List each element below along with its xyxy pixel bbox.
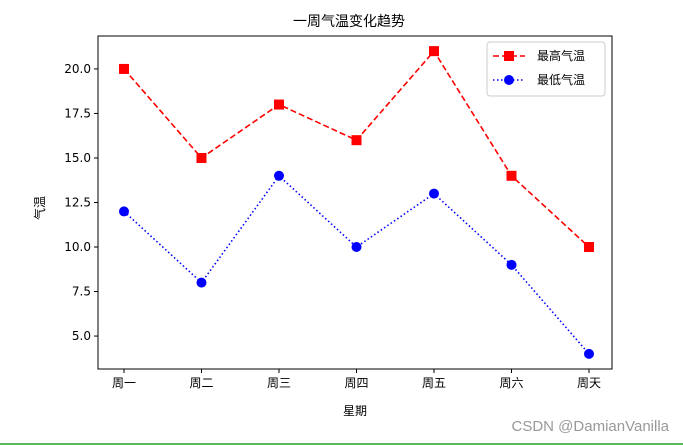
- y-tick-label: 17.5: [64, 106, 91, 120]
- series-line: [123, 174, 590, 355]
- bottom-rule: [0, 443, 683, 445]
- data-point: [351, 242, 362, 253]
- legend-item: 最低气温: [493, 72, 585, 87]
- y-tick-label: 5.0: [72, 329, 91, 343]
- data-point: [429, 46, 439, 57]
- data-point: [196, 152, 207, 163]
- data-point: [506, 170, 517, 181]
- data-point: [274, 99, 284, 110]
- legend-label: 最低气温: [537, 72, 585, 87]
- data-point: [584, 242, 594, 253]
- y-tick-label: 10.0: [64, 240, 91, 254]
- y-tick-label: 20.0: [64, 62, 91, 76]
- y-tick-label: 12.5: [64, 196, 91, 210]
- series-2: [119, 170, 594, 359]
- legend-marker: [504, 75, 514, 85]
- data-point: [119, 63, 129, 74]
- axes-frame: [97, 35, 613, 370]
- x-tick-label: 周三: [267, 376, 291, 390]
- x-tick-label: 周五: [422, 376, 446, 390]
- y-tick-label: 15.0: [64, 151, 91, 165]
- x-tick-label: 周天: [577, 376, 601, 390]
- data-point: [274, 170, 284, 181]
- legend-item: 最高气温: [493, 48, 585, 63]
- plot-area: 5.0 7.5 10.0 12.5 15.0 17.5 20.0 周一 周二 周三 周四 周五 周六 周天: [64, 46, 601, 390]
- chart-title: 一周气温变化趋势: [293, 14, 405, 30]
- series-1: [119, 46, 594, 253]
- data-point: [506, 259, 517, 270]
- x-tick-label: 周一: [112, 376, 136, 390]
- y-axis-label: 气温: [32, 196, 47, 220]
- data-point: [351, 135, 362, 146]
- x-axis-label: 星期: [343, 404, 367, 418]
- watermark: CSDN @DamianVanilla: [511, 418, 670, 435]
- data-point: [196, 277, 207, 288]
- data-point: [429, 188, 439, 199]
- x-tick-label: 周四: [344, 376, 368, 390]
- x-tick-label: 周六: [499, 376, 523, 390]
- legend-marker: [504, 51, 514, 61]
- y-tick-label: 7.5: [72, 285, 91, 299]
- data-point: [584, 348, 594, 359]
- data-point: [119, 206, 129, 217]
- legend-label: 最高气温: [537, 48, 585, 63]
- x-tick-label: 周二: [189, 376, 213, 390]
